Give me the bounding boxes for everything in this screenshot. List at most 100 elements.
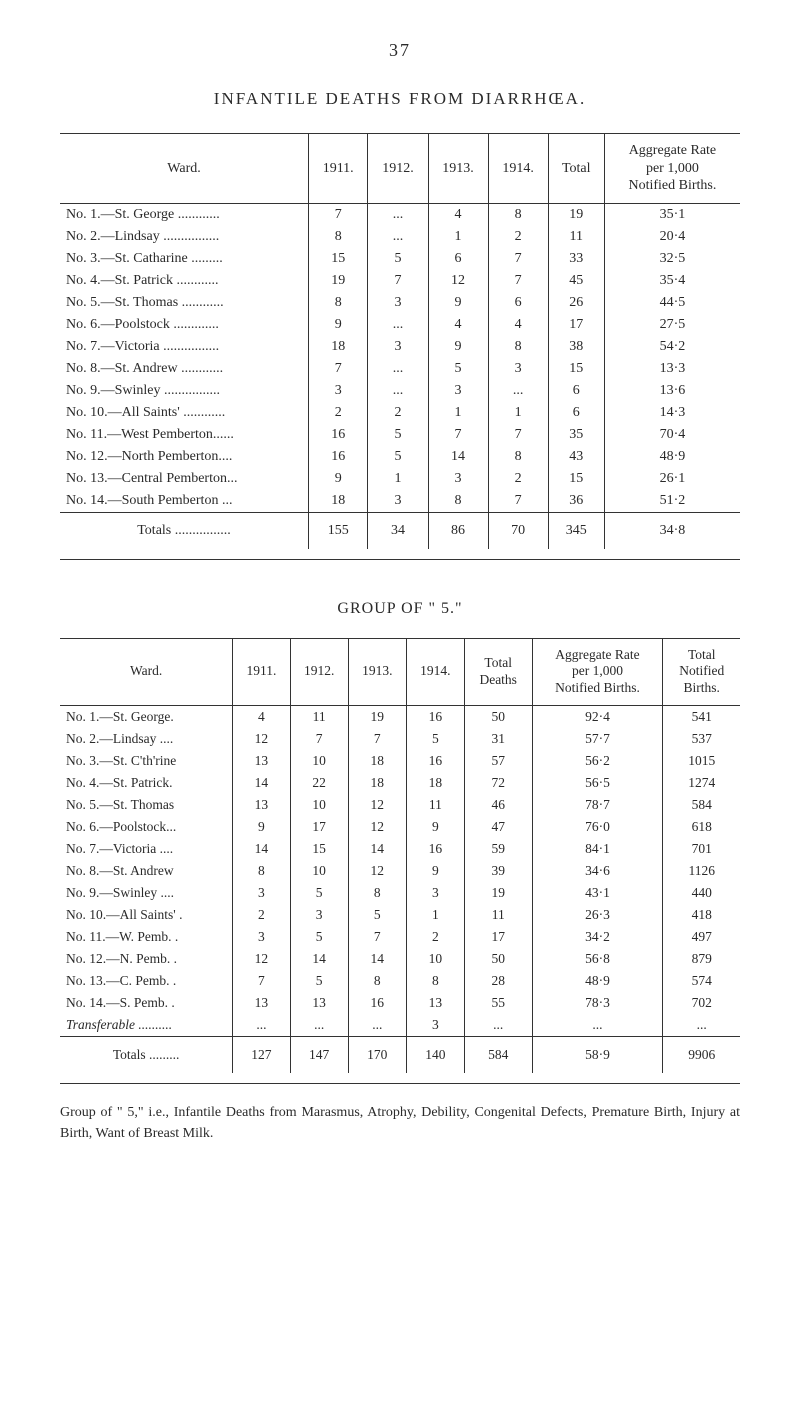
cell-1912: ... [290, 1014, 348, 1036]
totals-row: Totals ................15534867034534·8 [60, 513, 740, 549]
col-1913: 1913. [428, 134, 488, 203]
cell-1911: 14 [233, 838, 290, 860]
cell-total: 43 [548, 446, 604, 468]
cell-ward: No. 5.—St. Thomas ............ [60, 292, 309, 314]
cell-1912: 15 [290, 838, 348, 860]
cell-1911: 15 [309, 248, 368, 270]
col-1912: 1912. [368, 134, 428, 203]
cell-ward: No. 7.—Victoria ................ [60, 336, 309, 358]
cell-births: 1126 [663, 860, 740, 882]
cell-total: 36 [548, 490, 604, 512]
cell-births: 541 [663, 706, 740, 728]
cell-total: 11 [548, 226, 604, 248]
cell-1914: 7 [488, 270, 548, 292]
cell-1913: 1 [428, 226, 488, 248]
cell-ward: No. 5.—St. Thomas [60, 794, 233, 816]
cell-1911: 9 [309, 314, 368, 336]
cell-1913: 12 [428, 270, 488, 292]
cell-ward: No. 11.—W. Pemb. . [60, 926, 233, 948]
cell-rate: 27·5 [604, 314, 740, 336]
col-ward: Ward. [60, 639, 233, 706]
cell-1914: 7 [488, 424, 548, 446]
cell-1912: 3 [290, 904, 348, 926]
cell-1914: 16 [406, 750, 464, 772]
cell-ward: No. 14.—S. Pemb. . [60, 992, 233, 1014]
cell-births: 1274 [663, 772, 740, 794]
cell-1913: 8 [428, 490, 488, 512]
cell-total: 57 [464, 750, 532, 772]
cell-ward: Transferable .......... [60, 1014, 233, 1036]
table-row: No. 7.—Victoria ....141514165984·1701 [60, 838, 740, 860]
cell-total: 584 [464, 1037, 532, 1073]
cell-1913: 5 [428, 358, 488, 380]
cell-births: 418 [663, 904, 740, 926]
cell-births: 701 [663, 838, 740, 860]
cell-1913: 7 [348, 728, 406, 750]
col-1913: 1913. [348, 639, 406, 706]
cell-total: 6 [548, 402, 604, 424]
cell-rate: 35·4 [604, 270, 740, 292]
cell-1914: 1 [406, 904, 464, 926]
cell-total: 35 [548, 424, 604, 446]
cell-1914: 16 [406, 838, 464, 860]
rule [60, 1083, 740, 1084]
cell-total: 45 [548, 270, 604, 292]
cell-1914: 3 [488, 358, 548, 380]
cell-1912: 7 [290, 728, 348, 750]
cell-rate: 26·3 [532, 904, 663, 926]
table-row: No. 10.—All Saints' .23511126·3418 [60, 904, 740, 926]
cell-1914: 9 [406, 816, 464, 838]
table-row: No. 12.—N. Pemb. .121414105056·8879 [60, 948, 740, 970]
cell-ward: No. 3.—St. C'th'rine [60, 750, 233, 772]
cell-ward: No. 1.—St. George. [60, 706, 233, 728]
col-1911: 1911. [309, 134, 368, 203]
cell-rate: ... [532, 1014, 663, 1036]
cell-rate: 78·3 [532, 992, 663, 1014]
cell-ward: No. 14.—South Pemberton ... [60, 490, 309, 512]
cell-1911: 2 [233, 904, 290, 926]
cell-1911: 12 [233, 948, 290, 970]
cell-1912: 3 [368, 336, 428, 358]
cell-rate: 13·3 [604, 358, 740, 380]
cell-1913: 12 [348, 816, 406, 838]
col-rate: Aggregate Rate per 1,000 Notified Births… [532, 639, 663, 706]
cell-rate: 34·2 [532, 926, 663, 948]
cell-births: 440 [663, 882, 740, 904]
cell-1912: 13 [290, 992, 348, 1014]
cell-1914: 8 [488, 446, 548, 468]
cell-1911: 3 [233, 882, 290, 904]
cell-rate: 48·9 [604, 446, 740, 468]
cell-1913: 3 [428, 468, 488, 490]
cell-1913: 9 [428, 336, 488, 358]
cell-rate: 70·4 [604, 424, 740, 446]
cell-1913: 7 [428, 424, 488, 446]
cell-rate: 84·1 [532, 838, 663, 860]
cell-1912: 5 [368, 248, 428, 270]
table-row: No. 8.—St. Andrew ............7...531513… [60, 358, 740, 380]
cell-1911: 12 [233, 728, 290, 750]
cell-1911: 3 [233, 926, 290, 948]
cell-1914: 8 [406, 970, 464, 992]
cell-total: 38 [548, 336, 604, 358]
cell-1913: 8 [348, 882, 406, 904]
col-rate: Aggregate Rate per 1,000 Notified Births… [604, 134, 740, 203]
table-row: No. 6.—Poolstock...9171294776·0618 [60, 816, 740, 838]
cell-1913: 9 [428, 292, 488, 314]
cell-1914: 6 [488, 292, 548, 314]
cell-1913: 4 [428, 314, 488, 336]
table-row: Transferable ...................3.......… [60, 1014, 740, 1036]
table-row: No. 8.—St. Andrew8101293934·61126 [60, 860, 740, 882]
cell-ward: No. 6.—Poolstock ............. [60, 314, 309, 336]
cell-rate: 48·9 [532, 970, 663, 992]
cell-1911: 16 [309, 424, 368, 446]
col-total: Total [548, 134, 604, 203]
cell-1914: ... [488, 380, 548, 402]
page-number: 37 [60, 40, 740, 61]
cell-births: 1015 [663, 750, 740, 772]
cell-1912: 3 [368, 490, 428, 512]
cell-total: 50 [464, 706, 532, 728]
table-row: No. 10.—All Saints' ............2211614·… [60, 402, 740, 424]
cell-ward: No. 7.—Victoria .... [60, 838, 233, 860]
cell-rate: 58·9 [532, 1037, 663, 1073]
cell-1913: 14 [428, 446, 488, 468]
